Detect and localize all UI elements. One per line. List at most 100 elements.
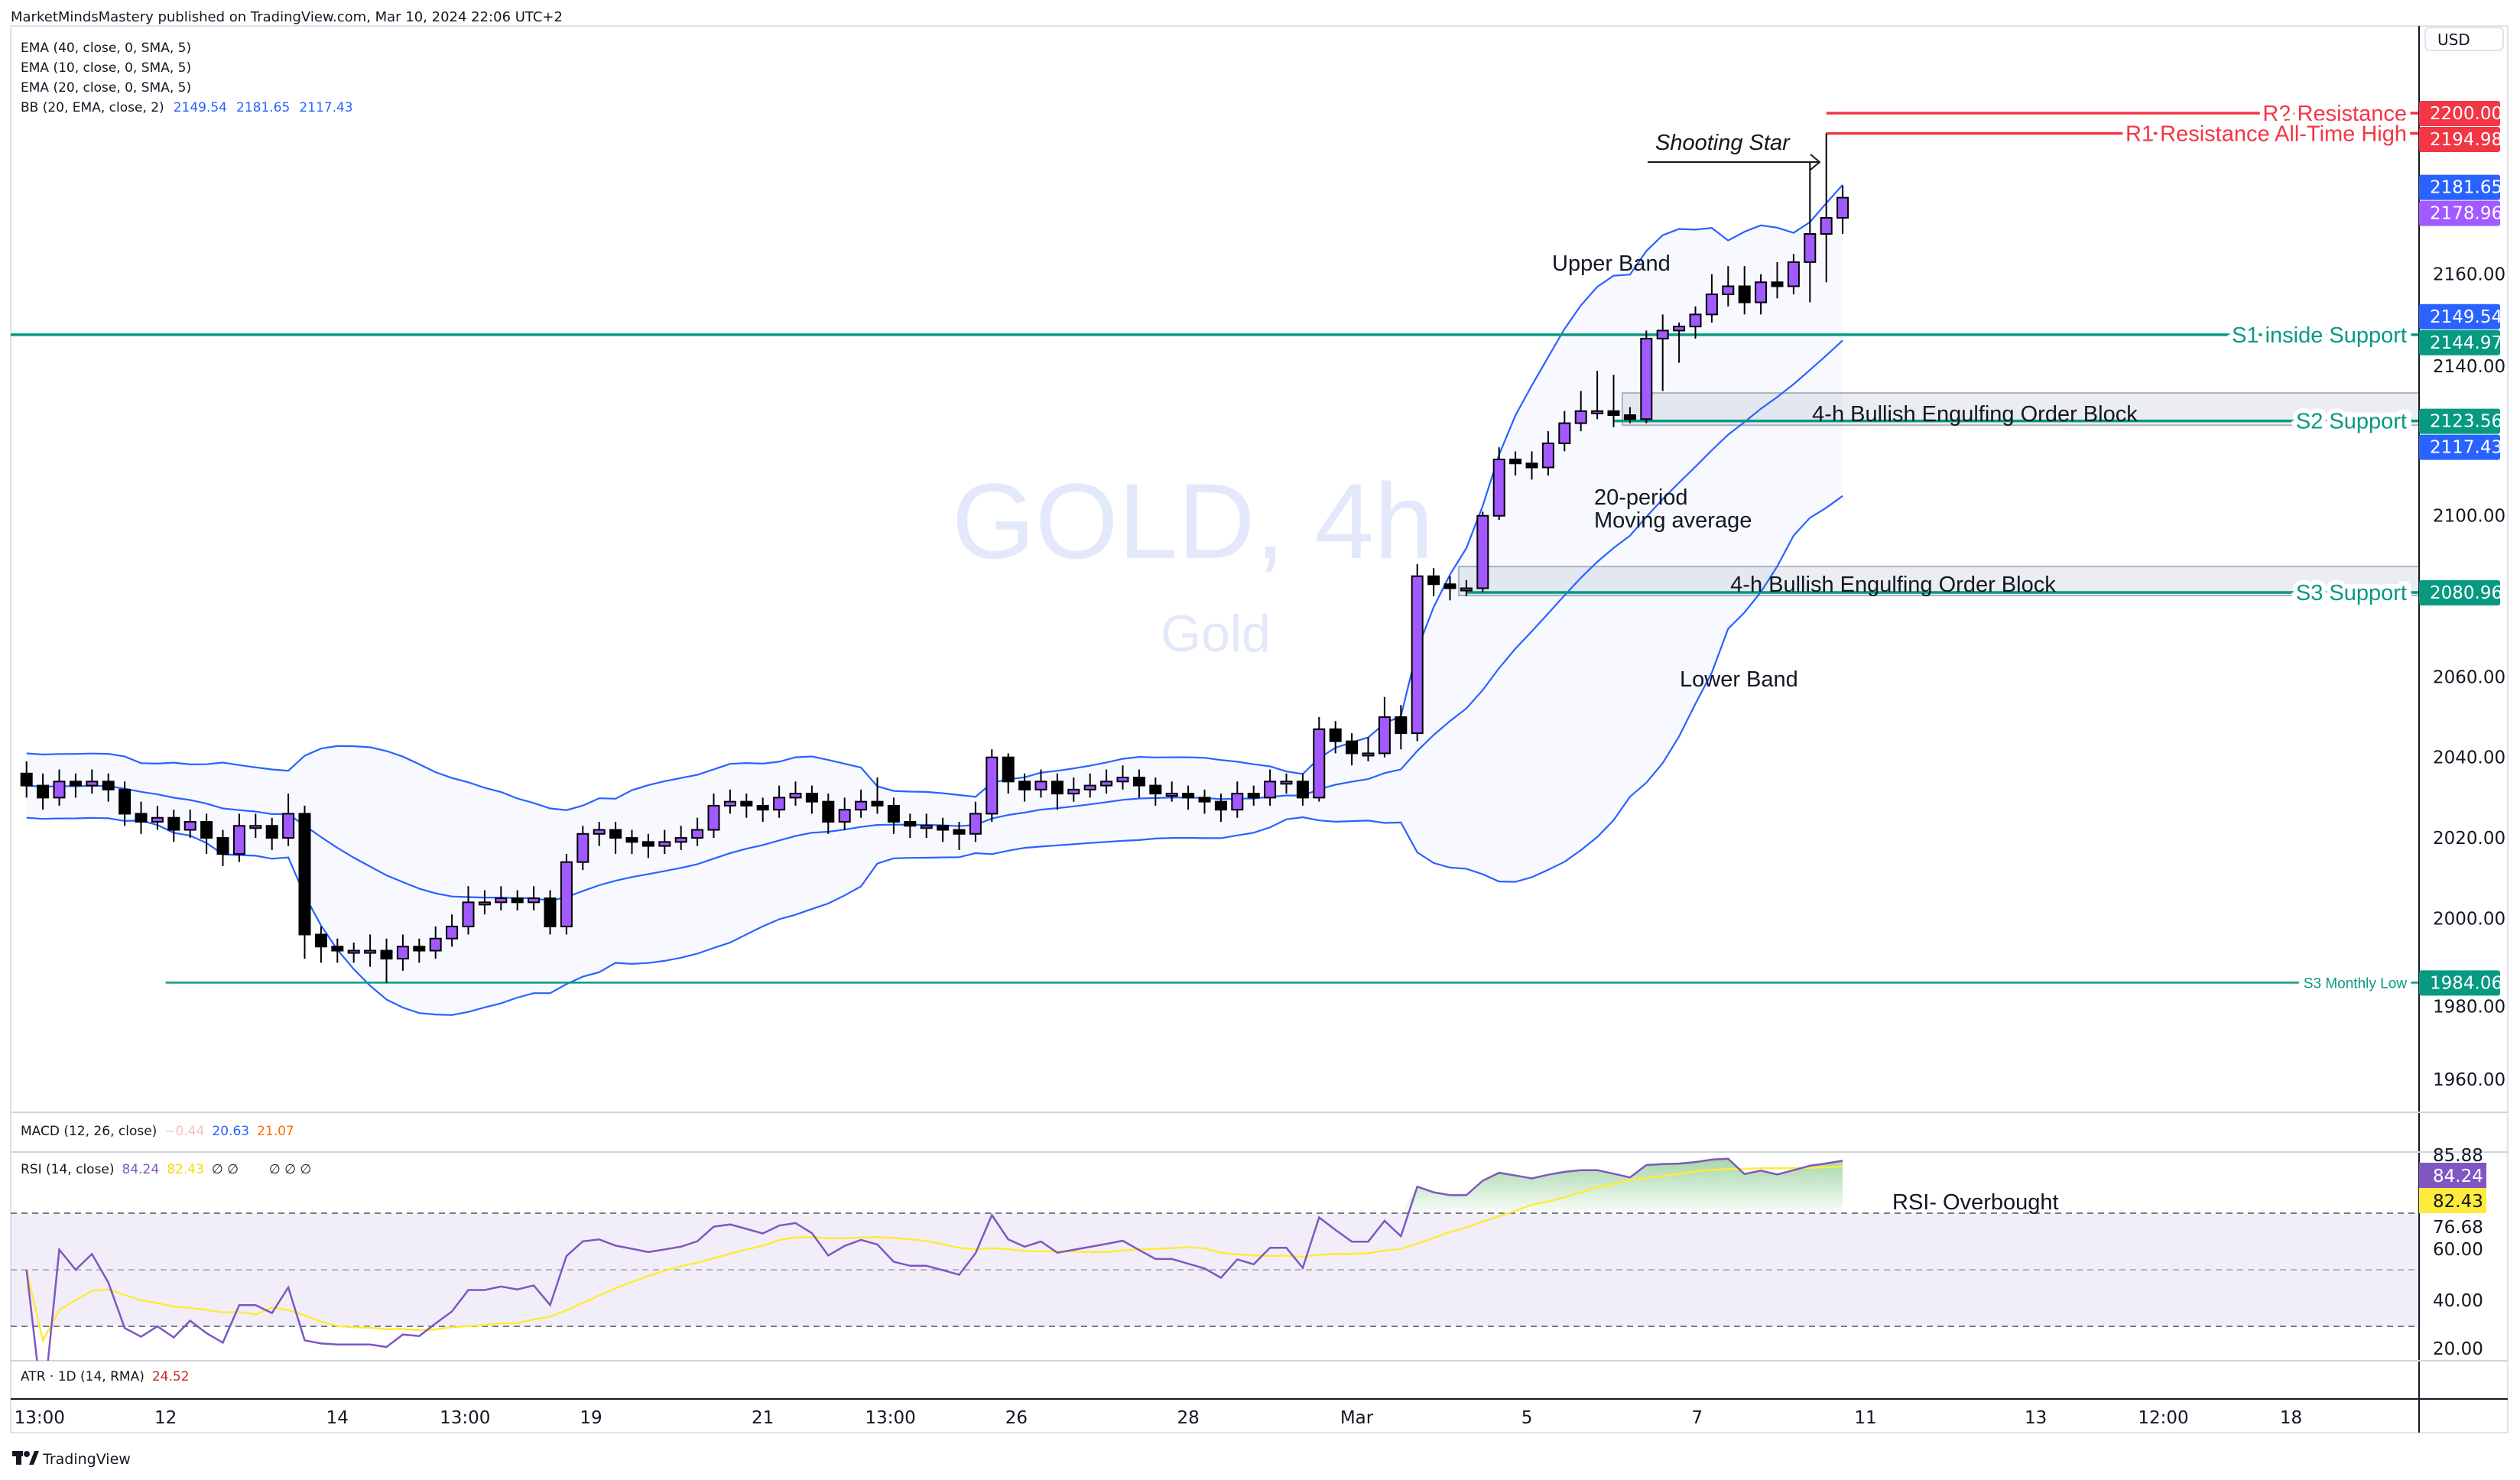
candle-body-up — [151, 816, 164, 823]
candle — [1656, 314, 1669, 391]
legend-bb[interactable]: BB (20, EMA, close, 2) 2149.54 2181.65 2117… — [21, 100, 353, 115]
candle — [1411, 563, 1424, 742]
candle — [69, 773, 82, 798]
candle — [838, 797, 851, 830]
candle — [593, 821, 606, 846]
rsi-value-badge — [2419, 1163, 2486, 1188]
candle — [773, 785, 786, 818]
price-badge: 2080.96 — [2419, 579, 2502, 605]
legend-ema20[interactable]: EMA (20, close, 0, SMA, 5) — [21, 80, 191, 96]
usd-button[interactable]: USD — [2424, 27, 2504, 51]
price-tick-label: 2060.00 — [2433, 667, 2505, 687]
price-badge-text: 2178.96 — [2430, 204, 2502, 224]
candle-body-up — [495, 897, 508, 904]
rsi-line[interactable] — [25, 1157, 1843, 1411]
candle — [53, 769, 66, 806]
price-tick-label: 2020.00 — [2433, 829, 2505, 849]
legend-bb-lower: 2117.43 — [299, 100, 352, 115]
bb-upper-line[interactable] — [26, 184, 1843, 811]
candle-body-up — [462, 901, 475, 927]
candle — [937, 817, 950, 842]
candle-body-down — [1509, 458, 1522, 465]
tradingview-logo: TradingView — [12, 1451, 131, 1468]
tradingview-logo-icon — [12, 1451, 39, 1465]
price-badge-bg — [2419, 101, 2500, 126]
price-pane[interactable] — [11, 112, 2419, 1016]
candle-body-up — [1280, 781, 1293, 785]
time-tick-label: 19 — [580, 1408, 602, 1428]
candle-body-down — [756, 804, 769, 811]
candle — [1689, 306, 1702, 339]
rsi-overbought-fill — [26, 1158, 1843, 1213]
candle-body-down — [544, 897, 557, 927]
ma-note-line2: Moving average — [1594, 508, 1752, 533]
candle-body-down — [740, 800, 753, 807]
candle — [544, 890, 557, 935]
candle-body-up — [1264, 781, 1277, 799]
legend-ema10[interactable]: EMA (10, close, 0, SMA, 5) — [21, 60, 191, 76]
candle-body-down — [641, 841, 654, 847]
candle-body-up — [576, 832, 589, 863]
rsi-axis[interactable]: 85.88 84.24 82.43 76.68 60.00 40.00 20.0… — [2419, 1146, 2486, 1359]
order-block-zone[interactable] — [1457, 566, 2419, 596]
rsi-pane[interactable] — [11, 1157, 2419, 1411]
candle — [1591, 371, 1604, 420]
rsi-legend[interactable]: RSI (14, close) 84.24 82.43 ∅ ∅ ∅ ∅ ∅ — [21, 1162, 311, 1177]
candle — [1443, 576, 1456, 601]
candle — [805, 785, 818, 814]
time-tick-label: Mar — [1340, 1408, 1374, 1428]
candle — [462, 886, 475, 935]
price-axis[interactable]: 2160.00 2140.00 2100.00 2060.00 2040.00 2020.… — [2433, 265, 2505, 1090]
legend-bb-upper: 2181.65 — [236, 100, 290, 115]
legend-ema40[interactable]: EMA (40, close, 0, SMA, 5) — [21, 41, 191, 56]
candle — [871, 777, 884, 814]
price-badge-bg — [2419, 329, 2500, 355]
candle-body-down — [1623, 414, 1636, 420]
candle-body-up — [838, 809, 851, 823]
candle — [1034, 769, 1047, 798]
price-badge: 1984.06 — [2419, 970, 2502, 996]
rsi-ma-line[interactable] — [25, 1165, 1843, 1344]
bb-lower-line[interactable] — [26, 495, 1843, 1016]
candle-body-up — [1705, 294, 1718, 316]
time-axis[interactable]: 13:00 12 14 13:00 19 21 13:00 26 28 Mar 5 7 11 13 12:0… — [15, 1408, 2302, 1428]
candle-body-up — [86, 781, 99, 787]
order-block-label: 4-h Bullish Engulfing Order Block — [1812, 402, 2138, 427]
time-tick-label: 13 — [2025, 1408, 2047, 1428]
candle — [1165, 781, 1178, 802]
candle-body-up — [1558, 422, 1571, 444]
atr-label: ATR · 1D (14, RMA) — [21, 1369, 145, 1384]
price-badge-text: 2200.00 — [2430, 104, 2502, 124]
candle-body-down — [314, 933, 327, 948]
candle-body-down — [20, 772, 33, 787]
candle — [560, 854, 573, 935]
candle — [1673, 322, 1686, 363]
candle — [1787, 254, 1800, 295]
candle-body-down — [1149, 784, 1162, 795]
macd-signal-value: 21.07 — [257, 1124, 294, 1139]
bb-basis-line[interactable] — [26, 339, 1843, 902]
shooting-star-note: Shooting Star — [1655, 131, 1791, 155]
candle-body-up — [1656, 329, 1669, 339]
candle — [119, 781, 132, 826]
candle — [1182, 785, 1195, 810]
candle-body-up — [1460, 587, 1473, 592]
candle-body-down — [904, 820, 917, 827]
price-badge-bg — [2419, 174, 2500, 200]
candle — [609, 821, 622, 855]
candle-body-down — [1214, 800, 1227, 811]
macd-legend[interactable]: MACD (12, 26, close) −0.44 20.63 21.07 — [21, 1124, 294, 1139]
candle — [1722, 266, 1735, 307]
candle-body-up — [1362, 752, 1375, 757]
price-badge-text: 2149.54 — [2430, 307, 2502, 327]
candle — [1083, 773, 1096, 798]
atr-legend[interactable]: ATR · 1D (14, RMA) 24.52 — [21, 1369, 190, 1384]
candle — [528, 886, 541, 910]
price-badge: 2149.54 — [2419, 303, 2502, 329]
candle — [986, 749, 999, 822]
candle — [298, 805, 311, 959]
candle — [1640, 330, 1653, 424]
candle — [969, 801, 982, 842]
candle-body-down — [1051, 781, 1064, 795]
